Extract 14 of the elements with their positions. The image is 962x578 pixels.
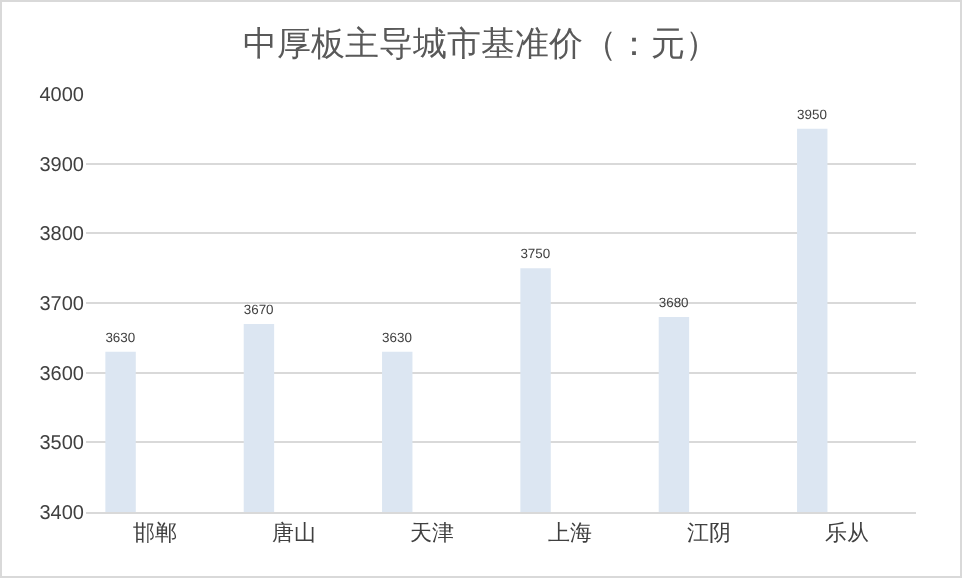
x-tick-label: 邯郸 <box>133 520 178 547</box>
x-tick-label: 唐山 <box>271 520 316 547</box>
y-tick-label: 3800 <box>39 224 85 247</box>
x-tick-label: 上海 <box>548 520 593 547</box>
y-tick-label: 3700 <box>39 294 85 316</box>
y-tick-label: 3500 <box>39 433 85 456</box>
chart-title: 中厚板主导城市基准价（：元） <box>243 24 719 63</box>
y-tick-label: 3400 <box>39 503 85 525</box>
y-tick-label: 4000 <box>39 85 85 107</box>
x-tick-label: 乐从 <box>824 520 869 547</box>
y-tick-label: 3600 <box>39 363 85 386</box>
x-tick-label: 江阴 <box>686 522 731 547</box>
y-tick-label: 3900 <box>39 154 85 177</box>
x-tick-label: 天津 <box>409 520 454 547</box>
